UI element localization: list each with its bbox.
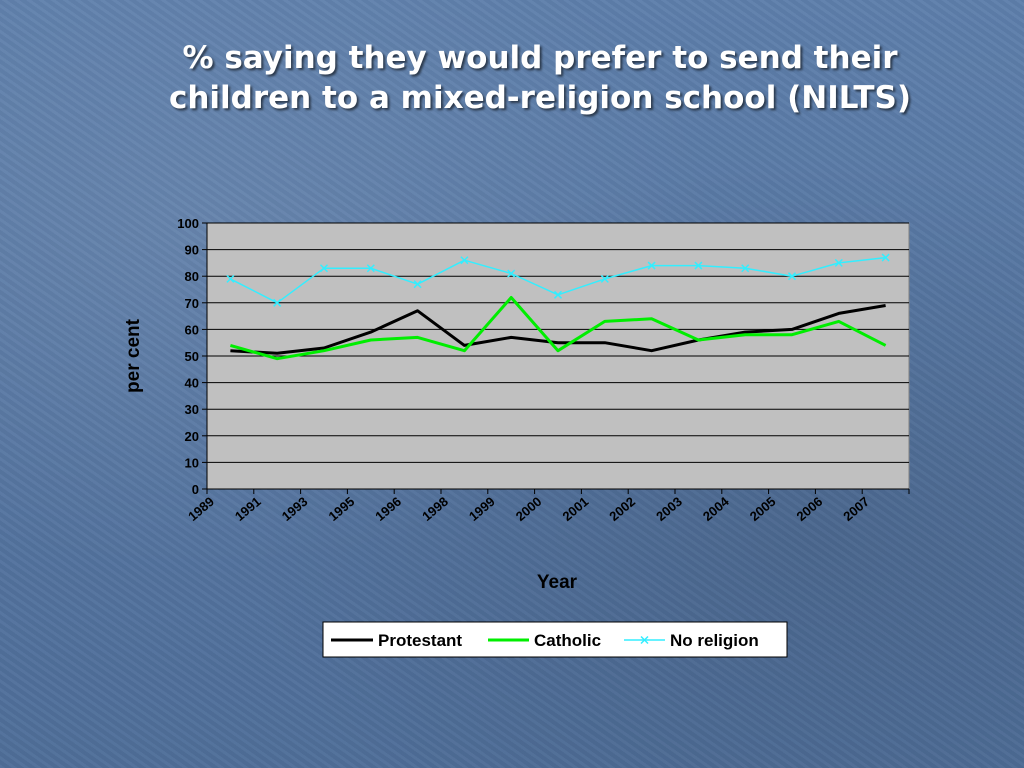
data-point-no-religion xyxy=(319,264,329,273)
title-line-2: children to a mixed-religion school (NIL… xyxy=(168,80,912,116)
x-tick-label: 2000 xyxy=(513,494,545,524)
x-tick-label: 1989 xyxy=(185,494,217,524)
data-point-no-religion xyxy=(460,256,469,265)
legend-label-no-religion: No religion xyxy=(670,631,759,650)
data-point-no-religion xyxy=(507,269,516,278)
data-point-no-religion xyxy=(881,253,890,262)
slide-title: % saying they would prefer to send their… xyxy=(100,38,980,118)
data-point-no-religion xyxy=(741,264,750,273)
legend-box xyxy=(322,621,788,658)
data-point-no-religion xyxy=(787,272,797,281)
x-tick-label: 1995 xyxy=(326,494,358,524)
x-tick-label: 2004 xyxy=(700,493,732,524)
y-tick-label: 0 xyxy=(192,482,199,497)
x-tick-label: 2006 xyxy=(794,494,826,524)
y-tick-label: 10 xyxy=(185,455,199,470)
y-tick-label: 90 xyxy=(185,243,199,258)
data-point-no-religion xyxy=(366,264,375,273)
legend-label-protestant: Protestant xyxy=(378,631,462,650)
data-point-no-religion xyxy=(834,258,843,267)
x-tick-label: 2007 xyxy=(840,494,872,524)
axes xyxy=(206,223,910,494)
y-tick-label: 70 xyxy=(185,296,199,311)
legend-label-catholic: Catholic xyxy=(534,631,601,650)
data-point-no-religion xyxy=(600,274,609,283)
x-axis-title: Year xyxy=(537,572,578,593)
x-tick-label: 2001 xyxy=(560,494,592,524)
y-tick-labels: 0 10 20 30 40 50 60 70 80 90 100 xyxy=(177,216,199,497)
data-point-no-religion xyxy=(413,280,422,289)
data-point-no-religion xyxy=(553,290,563,299)
legend: Protestant Catholic No religion xyxy=(322,621,788,658)
y-tick-label: 40 xyxy=(185,376,199,391)
data-point-no-religion xyxy=(694,261,703,270)
series-lines xyxy=(226,253,890,361)
data-point-no-religion xyxy=(273,298,282,307)
y-axis-title: per cent xyxy=(123,318,144,393)
title-line-1: % saying they would prefer to send their xyxy=(182,40,898,76)
x-tick-label: 1998 xyxy=(419,494,451,524)
x-tick-label: 1993 xyxy=(279,494,311,524)
y-tick-label: 100 xyxy=(177,216,199,231)
x-tick-label: 1996 xyxy=(372,494,404,524)
x-tick-labels: 1989 1991 1993 1995 1996 1998 1999 2000 2001 2002… xyxy=(185,493,872,524)
legend-marker xyxy=(640,635,649,645)
x-tick-label: 2003 xyxy=(653,494,685,524)
y-tick-label: 30 xyxy=(185,402,199,417)
y-tick-label: 80 xyxy=(185,269,199,284)
data-point-no-religion xyxy=(226,274,235,283)
x-tick-label: 2005 xyxy=(747,494,779,524)
x-tick-label: 1999 xyxy=(466,494,498,524)
x-tick-label: 1991 xyxy=(232,494,264,524)
y-tick-label: 60 xyxy=(185,322,199,337)
y-tick-label: 50 xyxy=(185,349,199,364)
x-tick-label: 2002 xyxy=(606,494,638,524)
data-point-no-religion xyxy=(647,261,656,270)
y-tick-label: 20 xyxy=(185,429,199,444)
